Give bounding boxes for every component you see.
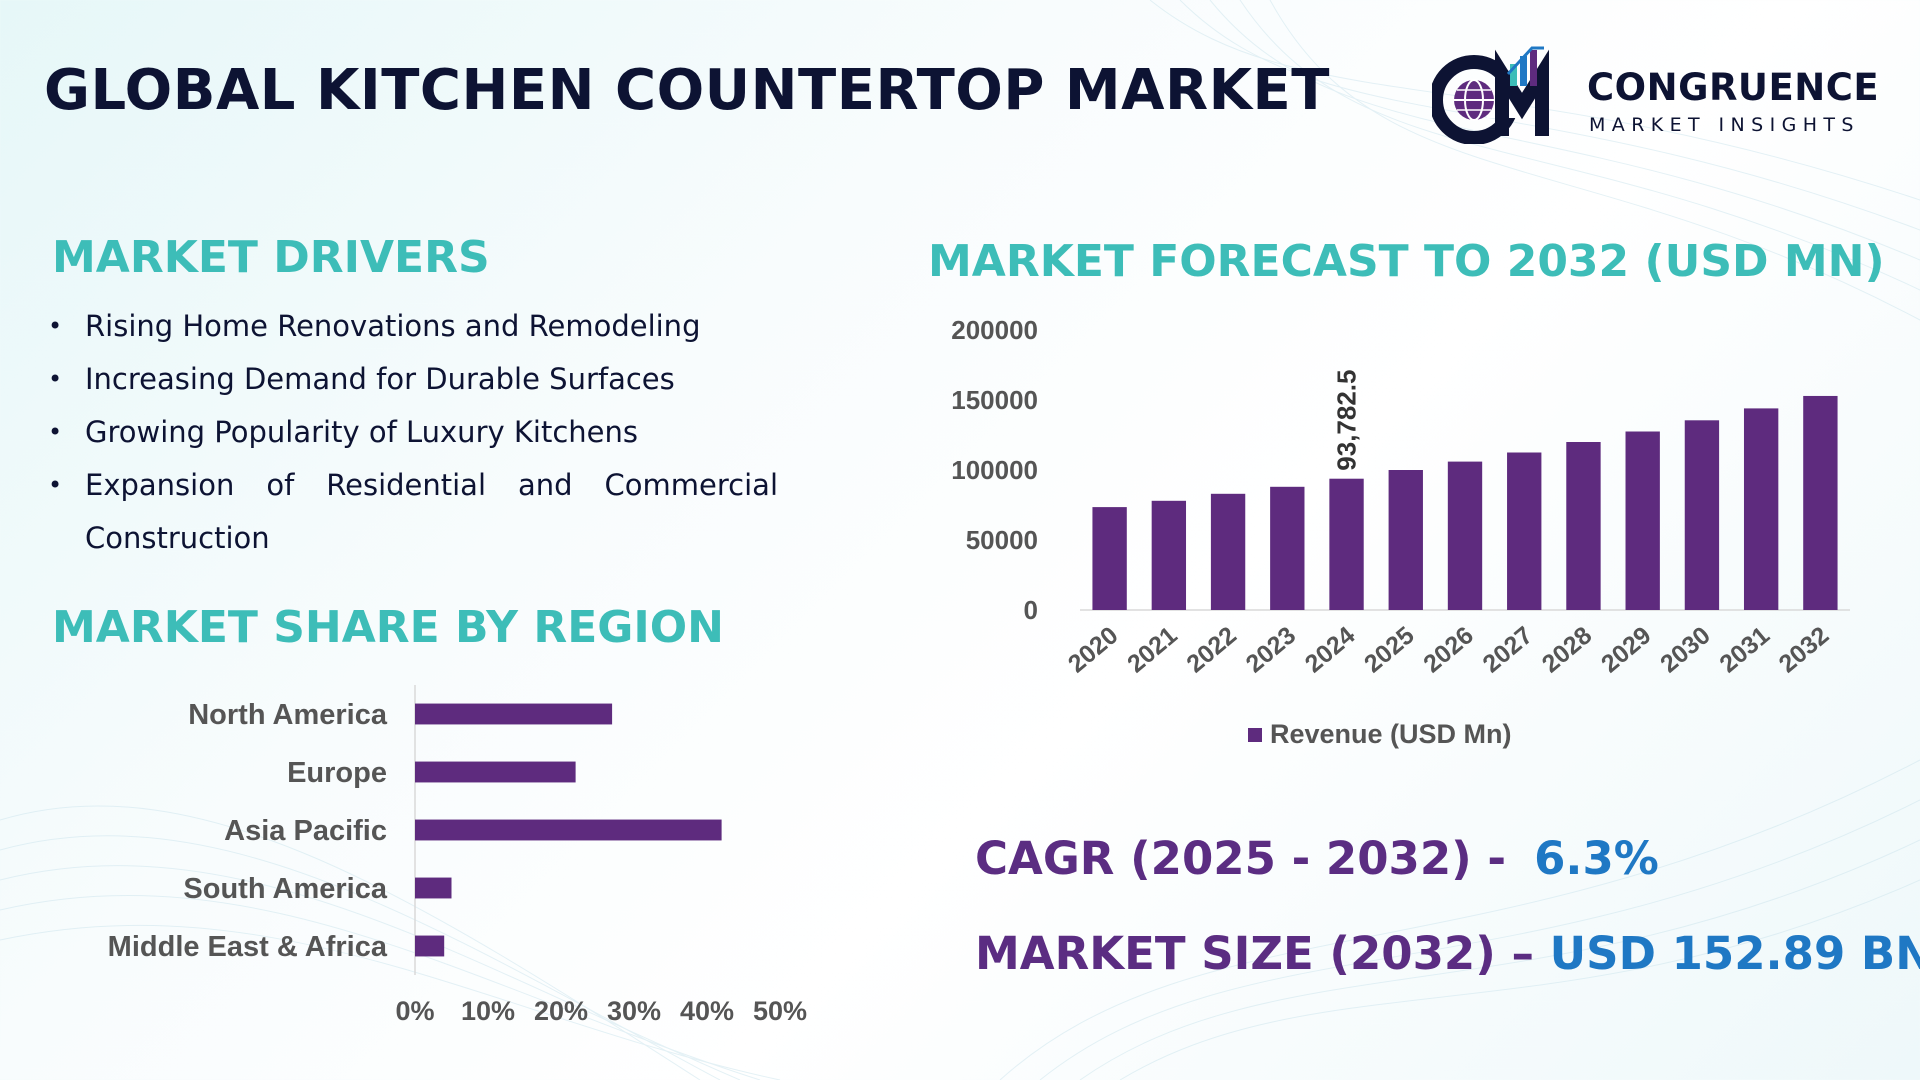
x-tick-label: 40% <box>680 996 734 1026</box>
market-size-stat: MARKET SIZE (2032) – USD 152.89 BN <box>975 927 1920 980</box>
x-tick-label: 0% <box>395 996 434 1026</box>
x-tick-label: 2026 <box>1418 621 1479 678</box>
forecast-bar <box>1684 420 1720 610</box>
forecast-bar <box>1388 470 1423 610</box>
region-share-chart: North America Europe Asia Pacific South Ame… <box>108 685 807 1026</box>
forecast-bar <box>1625 431 1660 610</box>
x-tick-label: 2025 <box>1359 621 1420 678</box>
forecast-bar <box>1151 500 1187 610</box>
forecast-bar <box>1329 478 1364 610</box>
forecast-bar <box>1447 461 1483 610</box>
x-tick-label: 20% <box>534 996 588 1026</box>
forecast-bar <box>1092 507 1127 610</box>
y-tick-label: 100000 <box>951 455 1038 485</box>
x-tick-label: 2022 <box>1181 621 1242 678</box>
forecast-bar <box>1507 452 1542 610</box>
y-tick-label: 150000 <box>951 385 1038 415</box>
market-size-label: MARKET SIZE (2032) – <box>975 927 1534 980</box>
x-tick-label: 2029 <box>1596 621 1657 678</box>
x-tick-label: 2024 <box>1300 621 1361 678</box>
driver-item: Rising Home Renovations and Remodeling <box>48 300 778 353</box>
forecast-bar <box>1803 395 1838 610</box>
revenue-forecast-chart: 0 50000 100000 150000 200000 2020202120222023… <box>951 315 1850 749</box>
legend-swatch <box>1248 728 1262 742</box>
page-title: GLOBAL KITCHEN COUNTERTOP MARKET <box>44 58 1330 123</box>
legend-label: Revenue (USD Mn) <box>1270 719 1512 749</box>
company-logo: CONGRUENCE MARKET INSIGHTS <box>1432 44 1892 144</box>
region-bar <box>415 877 452 899</box>
x-tick-label: 2032 <box>1774 621 1835 678</box>
forecast-bar <box>1743 408 1779 610</box>
logo-subtitle: MARKET INSIGHTS <box>1589 114 1860 136</box>
cagr-stat: CAGR (2025 - 2032) - 6.3% <box>975 832 1659 885</box>
market-size-value: USD 152.89 BN <box>1549 927 1920 980</box>
region-label: Middle East & Africa <box>108 931 388 963</box>
market-drivers-heading: MARKET DRIVERS <box>52 232 490 283</box>
region-label: Europe <box>287 757 387 789</box>
x-tick-label: 2030 <box>1655 621 1716 678</box>
x-tick-label: 10% <box>461 996 515 1026</box>
x-tick-label: 2027 <box>1477 621 1538 678</box>
driver-item: Expansion of Residential and Commercial … <box>48 459 778 565</box>
y-tick-label: 200000 <box>951 315 1038 345</box>
y-tick-label: 0 <box>1024 595 1038 625</box>
x-tick-label: 2023 <box>1241 621 1302 678</box>
x-tick-label: 2021 <box>1122 621 1183 678</box>
region-label: South America <box>183 873 387 905</box>
cagr-value: 6.3% <box>1534 832 1659 885</box>
data-label: 93,782.5 <box>1332 369 1362 470</box>
driver-item: Growing Popularity of Luxury Kitchens <box>48 406 778 459</box>
logo-name: CONGRUENCE <box>1587 66 1880 109</box>
forecast-heading: MARKET FORECAST TO 2032 (USD MN) <box>928 236 1885 287</box>
region-bar <box>415 703 613 725</box>
region-bar <box>415 761 576 783</box>
region-bar <box>415 935 445 957</box>
cmi-globe-chart-logo-icon <box>1432 46 1549 144</box>
forecast-bar <box>1270 486 1305 610</box>
x-tick-label: 50% <box>753 996 807 1026</box>
market-share-heading: MARKET SHARE BY REGION <box>52 602 724 653</box>
cagr-label: CAGR (2025 - 2032) - <box>975 832 1507 885</box>
x-tick-label: 2028 <box>1537 621 1598 678</box>
driver-item: Increasing Demand for Durable Surfaces <box>48 353 778 406</box>
market-drivers-list: Rising Home Renovations and Remodeling I… <box>48 300 778 565</box>
region-label: Asia Pacific <box>224 815 387 847</box>
region-bar <box>415 819 722 841</box>
forecast-bar <box>1566 442 1601 610</box>
x-tick-label: 2031 <box>1714 621 1775 678</box>
x-tick-label: 30% <box>607 996 661 1026</box>
x-tick-label: 2020 <box>1063 621 1124 678</box>
region-label: North America <box>188 699 388 731</box>
y-tick-label: 50000 <box>966 525 1038 555</box>
forecast-bar <box>1210 493 1246 610</box>
